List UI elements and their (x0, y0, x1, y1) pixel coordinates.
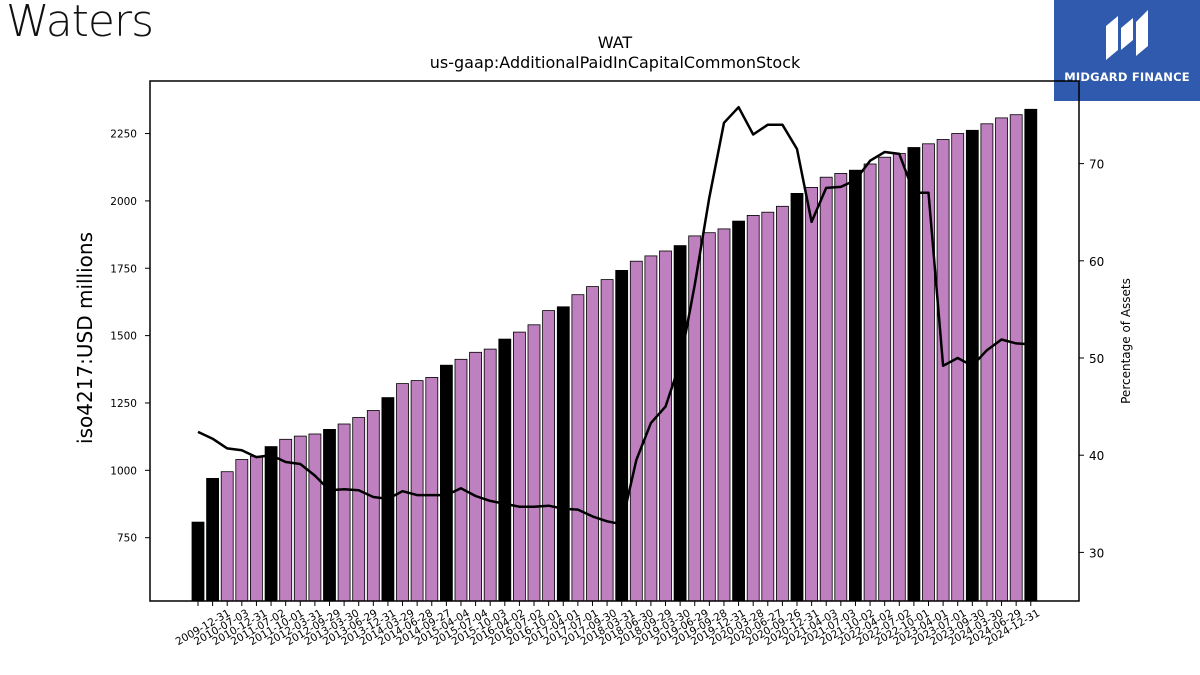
y2-tick-label: 30 (1089, 546, 1104, 560)
y-tick-label: 1250 (110, 398, 137, 410)
bar-22 (513, 331, 526, 602)
bar-9 (323, 428, 336, 602)
bar-46 (863, 163, 877, 602)
y2-tick-label: 50 (1089, 352, 1104, 366)
bar-32 (659, 250, 672, 602)
y-tick-label: 1000 (110, 465, 137, 477)
chart-subtitle: us-gaap:AdditionalPaidInCapitalCommonSto… (430, 53, 801, 72)
bar-37 (732, 220, 745, 602)
waters-logo: Waters™ (6, 0, 163, 47)
line-series (197, 105, 1031, 526)
bar-16 (425, 376, 439, 602)
bar-50 (922, 143, 935, 602)
bar-55 (995, 117, 1008, 602)
bar-21 (498, 338, 512, 602)
bar-3 (235, 459, 249, 602)
bar-17 (439, 364, 453, 602)
bar-28 (600, 279, 614, 602)
y-tick-label: 1750 (110, 263, 137, 275)
bar-2 (220, 471, 234, 602)
bar-29 (615, 269, 629, 602)
bar-10 (337, 423, 351, 602)
logo-name: Waters (6, 0, 154, 47)
bar-52 (951, 133, 965, 602)
bar-19 (469, 351, 483, 602)
bar-26 (571, 294, 585, 602)
chart-title: WAT (598, 33, 633, 52)
bar-30 (629, 260, 643, 602)
bar-12 (366, 410, 380, 602)
y-tick-label: 750 (117, 533, 137, 545)
bar-25 (556, 306, 570, 602)
bar-18 (454, 358, 468, 602)
bar-43 (819, 176, 833, 602)
bar-38 (746, 214, 760, 602)
bar-5 (264, 446, 278, 602)
bar-44 (834, 172, 848, 602)
bar-27 (586, 286, 599, 602)
percentage-line (197, 105, 1031, 526)
bar-56 (1009, 114, 1023, 602)
bar-1 (206, 477, 220, 602)
bar-42 (805, 186, 818, 602)
bar-24 (542, 310, 555, 602)
bar-45 (849, 169, 862, 602)
bar-41 (790, 192, 804, 602)
bar-40 (776, 205, 789, 602)
y-tick-label: 2250 (110, 129, 137, 141)
y2-tick-label: 60 (1089, 255, 1104, 269)
bar-57 (1024, 108, 1038, 602)
bar-15 (410, 380, 424, 602)
y2-tick-label: 40 (1089, 449, 1104, 463)
axes: 7501000125015001750200022503040506070200… (110, 80, 1104, 648)
bar-8 (308, 433, 322, 602)
bar-11 (352, 417, 366, 602)
bar-7 (293, 435, 307, 602)
bar-54 (980, 123, 994, 602)
y2-tick-label: 70 (1089, 158, 1104, 172)
y-axis-label: iso4217:USD millions (73, 232, 97, 444)
bar-36 (717, 228, 731, 602)
y2-axis-label: Percentage of Assets (1119, 278, 1133, 404)
y-tick-label: 1500 (110, 331, 137, 343)
bar-39 (761, 211, 775, 602)
bar-33 (673, 245, 687, 602)
plot-frame (149, 80, 1080, 602)
bar-23 (527, 324, 541, 602)
bar-47 (878, 156, 892, 602)
brand-name: MIDGARD FINANCE (1064, 70, 1190, 84)
bar-48 (892, 153, 906, 602)
logo-tm: ™ (153, 0, 163, 5)
midgard-mark-icon (1106, 10, 1148, 60)
bar-49 (907, 147, 921, 602)
bar-20 (483, 348, 497, 602)
y-tick-label: 2000 (110, 196, 137, 208)
bar-31 (644, 255, 658, 602)
bar-4 (249, 455, 263, 602)
bar-35 (702, 232, 716, 602)
bar-0 (191, 521, 205, 602)
bar-51 (936, 139, 950, 602)
